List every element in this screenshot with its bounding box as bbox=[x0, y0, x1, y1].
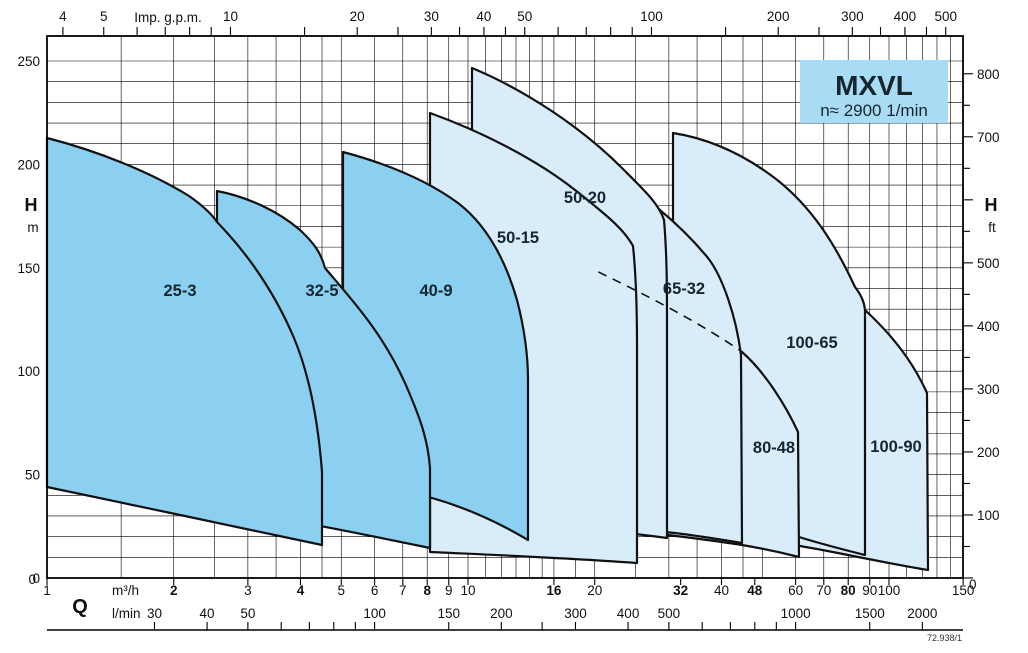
right-tick-label: 300 bbox=[977, 382, 1000, 397]
bottom-m3h-label: 6 bbox=[371, 583, 379, 598]
bottom-m3h-label: 16 bbox=[546, 583, 562, 598]
bottom-m3h-label: 4 bbox=[297, 583, 305, 598]
axis-ticks-and-labels: 4 5 10 20 30 40 50 100 200 300 400 5000501001502002… bbox=[17, 9, 1000, 631]
bottom-m3h-label: 5 bbox=[338, 583, 346, 598]
right-tick-label: 700 bbox=[977, 130, 1000, 145]
top-tick-label: 40 bbox=[476, 9, 491, 24]
left-tick-label: 0 bbox=[32, 571, 40, 586]
top-tick-label: 5 bbox=[100, 9, 108, 24]
envelope-label-50-20: 50-20 bbox=[564, 189, 606, 207]
bottom-m3h-label: 150 bbox=[952, 583, 975, 598]
flow-unit-lmin: l/min bbox=[112, 606, 141, 621]
right-tick-label: 200 bbox=[977, 445, 1000, 460]
bottom-lmin-label: 50 bbox=[240, 606, 255, 621]
envelope-label-50-15: 50-15 bbox=[497, 229, 539, 247]
bottom-lmin-label: 200 bbox=[490, 606, 513, 621]
right-tick-label: 500 bbox=[977, 256, 1000, 271]
pump-envelopes bbox=[45, 66, 930, 572]
bottom-m3h-label: 100 bbox=[878, 583, 901, 598]
chart-title: MXVL bbox=[835, 70, 913, 101]
bottom-m3h-label: 9 bbox=[445, 583, 453, 598]
top-tick-label: 500 bbox=[934, 9, 957, 24]
top-tick-label: 200 bbox=[767, 9, 790, 24]
envelope-labels: 25-3 32-5 40-9 50-15 50-20 65-32 80-48 100-65 10… bbox=[163, 189, 921, 457]
bottom-m3h-label: 48 bbox=[747, 583, 763, 598]
left-axis-zero: 0 bbox=[28, 572, 36, 587]
pump-envelope-25-3 bbox=[45, 136, 324, 547]
top-tick-label: 400 bbox=[894, 9, 917, 24]
top-tick-label: 20 bbox=[350, 9, 365, 24]
bottom-m3h-label: 8 bbox=[423, 583, 431, 598]
left-tick-label: 100 bbox=[17, 364, 40, 379]
bottom-m3h-label: 3 bbox=[244, 583, 252, 598]
envelope-label-25-3: 25-3 bbox=[163, 282, 196, 300]
left-tick-label: 50 bbox=[25, 468, 40, 483]
bottom-m3h-label: 80 bbox=[841, 583, 856, 598]
left-tick-label: 250 bbox=[17, 54, 40, 69]
drawing-code: 72.938/1 bbox=[927, 633, 962, 643]
bottom-lmin-label: 500 bbox=[658, 606, 681, 621]
bottom-m3h-label: 70 bbox=[816, 583, 831, 598]
left-tick-label: 200 bbox=[17, 157, 40, 172]
left-tick-label: 150 bbox=[17, 261, 40, 276]
bottom-m3h-label: 10 bbox=[460, 583, 475, 598]
left-axis-letter: H bbox=[25, 195, 38, 215]
right-tick-label: 800 bbox=[977, 67, 1000, 82]
right-axis-zero: 0 bbox=[969, 577, 977, 592]
bottom-lmin-label: 1500 bbox=[855, 606, 885, 621]
envelope-label-32-5: 32-5 bbox=[305, 282, 338, 300]
flow-unit-m3h: m³/h bbox=[112, 583, 139, 598]
bottom-m3h-label: 1 bbox=[43, 583, 51, 598]
top-tick-label: 100 bbox=[640, 9, 663, 24]
bottom-m3h-label: 60 bbox=[788, 583, 803, 598]
right-tick-label: 400 bbox=[977, 319, 1000, 334]
right-tick-label: 100 bbox=[977, 508, 1000, 523]
right-axis-letter: H bbox=[985, 195, 998, 215]
bottom-m3h-label: 32 bbox=[673, 583, 688, 598]
bottom-m3h-label: 7 bbox=[399, 583, 407, 598]
right-axis-unit: ft bbox=[988, 220, 996, 235]
bottom-m3h-label: 2 bbox=[170, 583, 178, 598]
envelope-label-100-65: 100-65 bbox=[786, 334, 837, 352]
bottom-lmin-label: 40 bbox=[200, 606, 215, 621]
top-tick-label: 50 bbox=[517, 9, 532, 24]
envelope-label-100-90: 100-90 bbox=[870, 438, 921, 456]
title-box bbox=[800, 60, 948, 123]
left-axis-unit: m bbox=[27, 220, 38, 235]
flow-axis-letter: Q bbox=[72, 596, 88, 618]
chart-subtitle: n≈ 2900 1/min bbox=[820, 101, 928, 120]
bottom-lmin-label: 150 bbox=[437, 606, 460, 621]
bottom-lmin-label: 1000 bbox=[781, 606, 811, 621]
bottom-m3h-label: 90 bbox=[862, 583, 877, 598]
top-tick-label: 300 bbox=[841, 9, 864, 24]
bottom-m3h-label: 40 bbox=[714, 583, 729, 598]
envelope-label-40-9: 40-9 bbox=[419, 282, 452, 300]
bottom-lmin-label: 100 bbox=[363, 606, 386, 621]
bottom-lmin-label: 30 bbox=[147, 606, 162, 621]
top-axis-unit: Imp. g.p.m. bbox=[134, 10, 202, 25]
envelope-label-65-32: 65-32 bbox=[663, 280, 705, 298]
top-tick-label: 30 bbox=[424, 9, 439, 24]
dashed-curve-annotation bbox=[598, 271, 741, 352]
envelope-label-80-48: 80-48 bbox=[753, 439, 795, 457]
top-tick-label: 4 bbox=[59, 9, 67, 24]
bottom-lmin-label: 2000 bbox=[907, 606, 937, 621]
bottom-lmin-label: 300 bbox=[564, 606, 587, 621]
bottom-m3h-label: 20 bbox=[587, 583, 602, 598]
top-tick-label: 10 bbox=[223, 9, 238, 24]
bottom-lmin-label: 400 bbox=[617, 606, 640, 621]
